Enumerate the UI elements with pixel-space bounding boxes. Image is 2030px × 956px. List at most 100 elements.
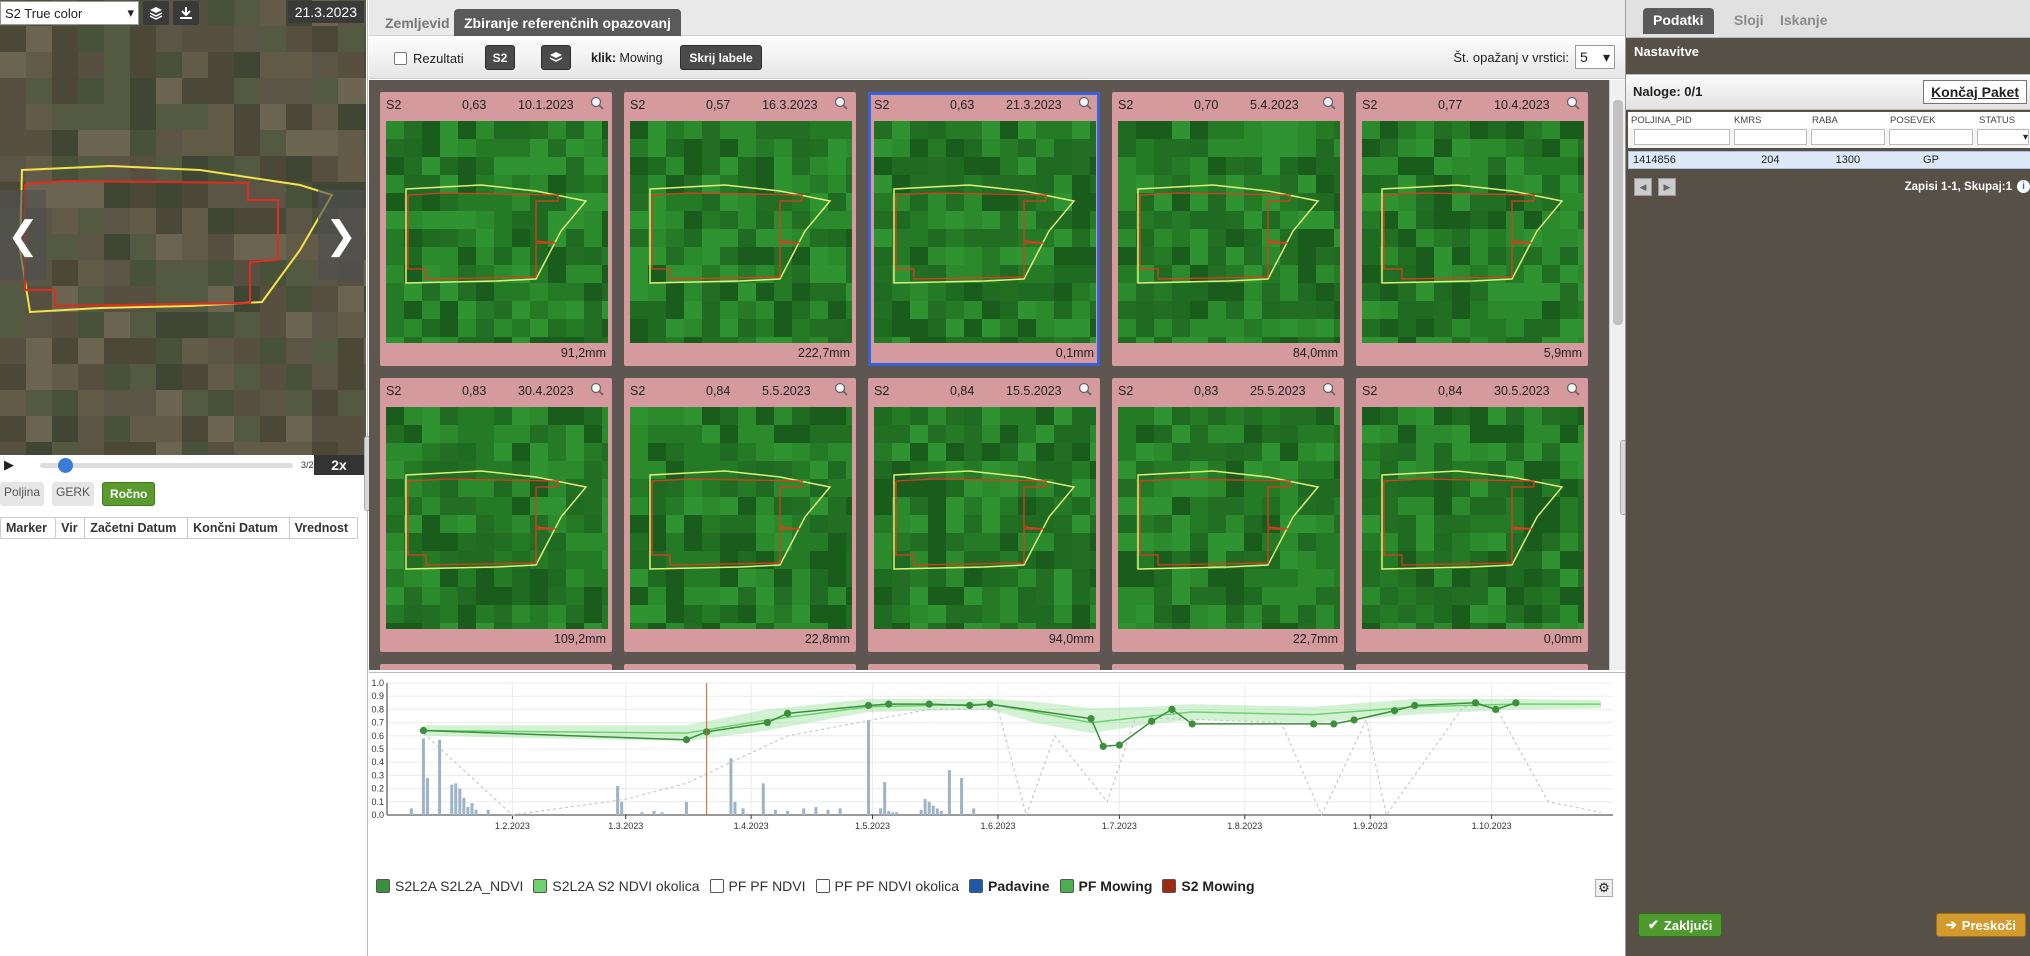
layers-toggle-button[interactable] — [541, 45, 571, 70]
precipitation-bar — [972, 808, 976, 815]
tab-sloji[interactable]: Sloji — [1734, 12, 1764, 28]
observation-card[interactable]: S2 0,84 30.5.2023 0,0mm — [1356, 378, 1588, 652]
observation-card[interactable]: S2 0,57 16.3.2023 222,7mm — [624, 92, 856, 366]
legend-item[interactable]: PF PF NDVI okolica — [815, 878, 959, 894]
magnifier-icon[interactable] — [1078, 382, 1092, 396]
precipitation-bar — [826, 809, 830, 815]
magnifier-icon[interactable] — [590, 96, 604, 110]
observation-card[interactable]: S2 0,84 15.5.2023 94,0mm — [868, 378, 1100, 652]
layer-select[interactable]: S2 True color ▾ — [0, 1, 139, 25]
scrollbar-thumb[interactable] — [1613, 100, 1623, 325]
finish-button[interactable]: ✔ Zaključi — [1638, 913, 1723, 937]
observation-card[interactable]: S2 0,63 10.1.2023 91,2mm — [380, 92, 612, 366]
filter-posevek[interactable] — [1888, 129, 1974, 145]
legend-item[interactable]: S2 Mowing — [1162, 878, 1255, 894]
card-image[interactable] — [386, 121, 608, 343]
settings-heading[interactable]: Nastavitve — [1634, 44, 1700, 59]
observation-card[interactable]: S2 0,70 5.4.2023 84,0mm — [1112, 92, 1344, 366]
legend-item[interactable]: S2L2A S2L2A_NDVI — [376, 878, 523, 894]
slider-thumb[interactable] — [58, 457, 73, 473]
col-koncni-datum[interactable]: Končni Datum — [187, 517, 290, 539]
legend-item[interactable]: S2L2A S2 NDVI okolica — [533, 878, 700, 894]
card-image[interactable] — [1362, 121, 1584, 343]
next-page-button[interactable]: ▶ — [1658, 178, 1676, 196]
tab-poljina[interactable]: Poljina — [0, 482, 45, 506]
magnifier-icon[interactable] — [1322, 382, 1336, 396]
card-ndvi: 0,84 — [950, 384, 975, 398]
prev-page-button[interactable]: ◀ — [1634, 178, 1652, 196]
col-vir[interactable]: Vir — [55, 517, 86, 539]
tab-iskanje[interactable]: Iskanje — [1780, 12, 1828, 28]
ndvi-chart[interactable]: 1.0 0.9 0.8 0.7 0.6 0.5 0.4 0.3 0.2 0.1 0.0 1.2.202… — [369, 673, 1625, 873]
col-raba[interactable]: RABA — [1812, 114, 1838, 126]
map-view[interactable]: S2 True color ▾ 21.3.2023 ❮ ❯ — [0, 0, 366, 455]
card-image[interactable] — [874, 407, 1096, 629]
card-image[interactable] — [630, 407, 852, 629]
observation-card[interactable]: S2 0,84 5.5.2023 22,8mm — [624, 378, 856, 652]
observation-card-partial[interactable] — [1356, 664, 1588, 670]
speed-button[interactable]: 2x — [314, 455, 364, 475]
ndvi-point — [1330, 720, 1338, 728]
download-button[interactable] — [173, 1, 199, 25]
col-marker[interactable]: Marker — [0, 517, 57, 539]
layers-button[interactable] — [143, 1, 169, 25]
play-icon[interactable]: ▶ — [4, 457, 14, 472]
observation-card[interactable]: S2 0,77 10.4.2023 5,9mm — [1356, 92, 1588, 366]
observation-card-partial[interactable] — [868, 664, 1100, 670]
filter-poljina-pid[interactable] — [1634, 129, 1730, 145]
legend-item[interactable]: PF PF NDVI — [709, 878, 806, 894]
observation-card-partial[interactable] — [1112, 664, 1344, 670]
col-status[interactable]: STATUS — [1979, 114, 2016, 126]
tab-podatki[interactable]: Podatki — [1643, 8, 1714, 34]
pager: ◀ ▶ — [1634, 178, 1676, 196]
hide-labels-button[interactable]: Skrij labele — [680, 45, 762, 70]
col-kmrs[interactable]: KMRS — [1734, 114, 1762, 126]
card-image[interactable] — [1118, 121, 1340, 343]
filter-raba[interactable] — [1811, 129, 1885, 145]
magnifier-icon[interactable] — [1078, 96, 1092, 110]
observation-card[interactable]: S2 0,63 21.3.2023 0,1mm — [868, 92, 1100, 366]
legend-item[interactable]: Padavine — [969, 878, 1050, 894]
card-image[interactable] — [1118, 407, 1340, 629]
prev-image-button[interactable]: ❮ — [0, 190, 46, 280]
magnifier-icon[interactable] — [834, 382, 848, 396]
card-image[interactable] — [386, 407, 608, 629]
magnifier-icon[interactable] — [590, 382, 604, 396]
tab-zemljevid[interactable]: Zemljevid — [385, 14, 450, 31]
observation-card-partial[interactable] — [380, 664, 612, 670]
magnifier-icon[interactable] — [1322, 96, 1336, 110]
chart-settings-button[interactable]: ⚙ — [1595, 879, 1613, 897]
col-poljina-pid[interactable]: POLJINA_PID — [1631, 114, 1692, 126]
magnifier-icon[interactable] — [834, 96, 848, 110]
checkbox-box[interactable] — [394, 52, 407, 65]
col-zacetni-datum[interactable]: Začetni Datum — [84, 517, 189, 539]
magnifier-icon[interactable] — [1566, 382, 1580, 396]
filter-status-select[interactable]: ▾ — [1977, 129, 2029, 145]
magnifier-icon[interactable] — [1566, 96, 1580, 110]
observation-card[interactable]: S2 0,83 30.4.2023 109,2mm — [380, 378, 612, 652]
observation-card[interactable]: S2 0,83 25.5.2023 22,7mm — [1112, 378, 1344, 652]
tab-gerk[interactable]: GERK — [52, 482, 95, 506]
per-row-select[interactable]: 5 ▾ — [1575, 45, 1615, 69]
next-image-button[interactable]: ❯ — [318, 190, 364, 280]
info-icon[interactable]: i — [2017, 180, 2030, 193]
col-posevek[interactable]: POSEVEK — [1890, 114, 1936, 126]
card-source: S2 — [386, 98, 402, 112]
skip-button[interactable]: ➔ Preskoči — [1935, 913, 2026, 937]
end-package-button[interactable]: Končaj Paket — [1923, 80, 2027, 104]
col-vrednost[interactable]: Vrednost — [288, 517, 359, 539]
tab-rocno[interactable]: Ročno — [102, 482, 156, 506]
card-image[interactable] — [874, 121, 1096, 343]
s2-button[interactable]: S2 — [485, 45, 515, 70]
card-image[interactable] — [630, 121, 852, 343]
card-image[interactable] — [1362, 407, 1584, 629]
table-row[interactable]: 1414856 204 1300 GP — [1628, 151, 2030, 169]
timeline-slider[interactable] — [40, 457, 293, 473]
observation-card-partial[interactable] — [624, 664, 856, 670]
filter-kmrs[interactable] — [1733, 129, 1808, 145]
klik-mode: klik: Mowing — [591, 51, 663, 65]
grid-scrollbar[interactable] — [1609, 80, 1625, 670]
rezultati-checkbox[interactable]: Rezultati — [394, 51, 464, 66]
legend-item[interactable]: PF Mowing — [1059, 878, 1152, 894]
tab-zbiranje[interactable]: Zbiranje referenčnih opazovanj — [454, 9, 681, 36]
